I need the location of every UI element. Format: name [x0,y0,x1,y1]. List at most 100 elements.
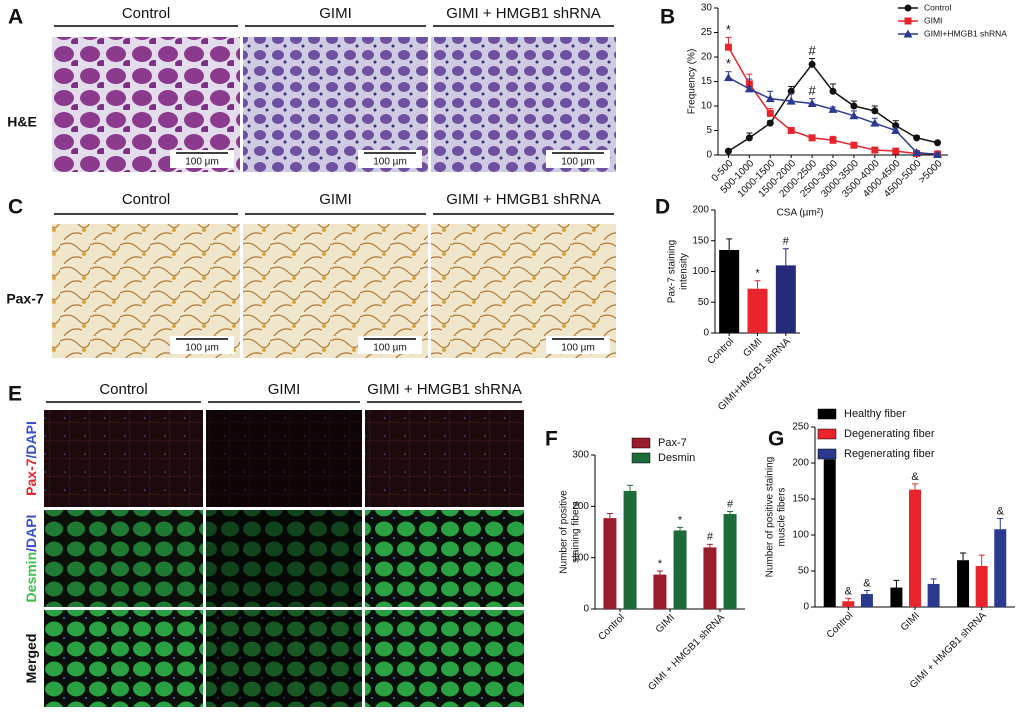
bar [775,265,796,333]
bar [994,529,1007,607]
bar [747,288,768,333]
y-axis-label: muscle fibers [777,488,788,547]
significance: # [727,498,734,510]
bar [653,574,667,609]
micrograph [206,610,362,707]
scale-bar-label: 100 µm [185,157,219,168]
micrograph [52,37,240,172]
legend-label: GIMI [924,15,942,25]
scale-bar-label: 100 µm [373,157,407,168]
x-tick-label: GIMI + HMGB1 shRNA [908,610,989,691]
y-tick-label: 0 [703,328,709,339]
legend-label: Healthy fiber [844,408,906,420]
bar [890,587,903,607]
row-label-part: Merged [23,634,39,684]
scale-bar-box [546,150,610,168]
y-axis-label: Frequency (%) [687,49,698,115]
significance: & [845,585,853,597]
marker [766,119,774,127]
panel-label: A [8,6,23,29]
scale-bar-label: 100 µm [185,343,219,354]
column-title: GIMI + HMGB1 shRNA [367,381,522,398]
column-title: GIMI [268,381,301,398]
marker [850,102,858,110]
micrograph [243,224,428,358]
significance: # [808,43,816,58]
marker [871,146,879,154]
legend-swatch [817,408,837,420]
significance: & [997,505,1005,517]
row-label: Pax-7 [6,291,44,307]
marker [912,148,922,157]
column-title: Control [99,381,147,398]
micrograph [431,37,616,172]
significance: * [726,22,731,37]
legend-marker [904,4,912,12]
column-title: GIMI [319,5,352,22]
marker [808,60,816,68]
y-tick-label: 0 [706,150,712,161]
legend-label: Pax-7 [658,437,687,449]
scale-bar-label: 100 µm [561,343,595,354]
row-label-part: /DAPI [23,421,39,458]
marker [724,43,732,51]
significance: # [707,531,714,543]
bar [975,565,988,607]
y-tick-label: 0 [803,602,809,613]
significance: & [911,471,919,483]
bar [703,547,717,609]
legend-swatch [631,437,651,449]
marker [744,84,754,93]
micrograph [206,510,362,607]
marker [745,134,753,142]
marker [829,87,837,95]
y-tick-label: 0 [583,604,589,615]
micrograph-shade [206,410,362,507]
column-title: GIMI + HMGB1 shRNA [446,5,601,22]
marker [766,109,774,117]
y-tick-label: 200 [792,458,809,469]
legend-label: GIMI+HMGB1 shRNA [924,28,1007,38]
micrograph [365,510,524,607]
scale-bar-box [358,150,422,168]
bar [957,560,970,607]
legend-label: Desmin [658,452,695,464]
micrograph [206,410,362,507]
marker [871,107,879,115]
marker [787,127,795,134]
y-tick-label: 100 [692,266,709,277]
row-label: H&E [7,114,37,130]
row-label-part: Desmin [23,552,39,603]
y-axis-label: Number of positive [559,490,570,574]
legend-swatch [817,428,837,440]
bar [909,489,921,607]
x-tick-label: GIMI [741,336,764,359]
micrograph [44,610,203,707]
y-tick-label: 50 [798,566,810,577]
micrograph-shade [206,510,362,607]
legend-swatch [817,448,837,460]
y-axis-label: intensity [679,253,690,290]
scale-bar-box [546,336,610,354]
marker [808,134,816,142]
significance: * [755,268,760,280]
legend-swatch [631,452,651,464]
scale-bar-label: 100 µm [561,157,595,168]
row-label: Pax-7/DAPI [23,421,39,496]
legend-label: Degenerating fiber [844,428,935,440]
micrograph [44,410,203,507]
significance: & [863,577,871,589]
y-tick-label: 150 [692,235,709,246]
marker [892,122,900,130]
bar [603,518,617,609]
y-tick-label: 250 [792,422,809,433]
legend-label: Control [924,2,952,12]
y-axis-label: staining fibers [571,501,582,563]
marker [723,73,733,82]
x-tick-label: Control [706,336,737,367]
y-tick-label: 5 [706,125,712,136]
y-tick-label: 10 [701,101,713,112]
x-tick-label: GIMI [654,612,677,635]
micrograph [365,410,524,507]
